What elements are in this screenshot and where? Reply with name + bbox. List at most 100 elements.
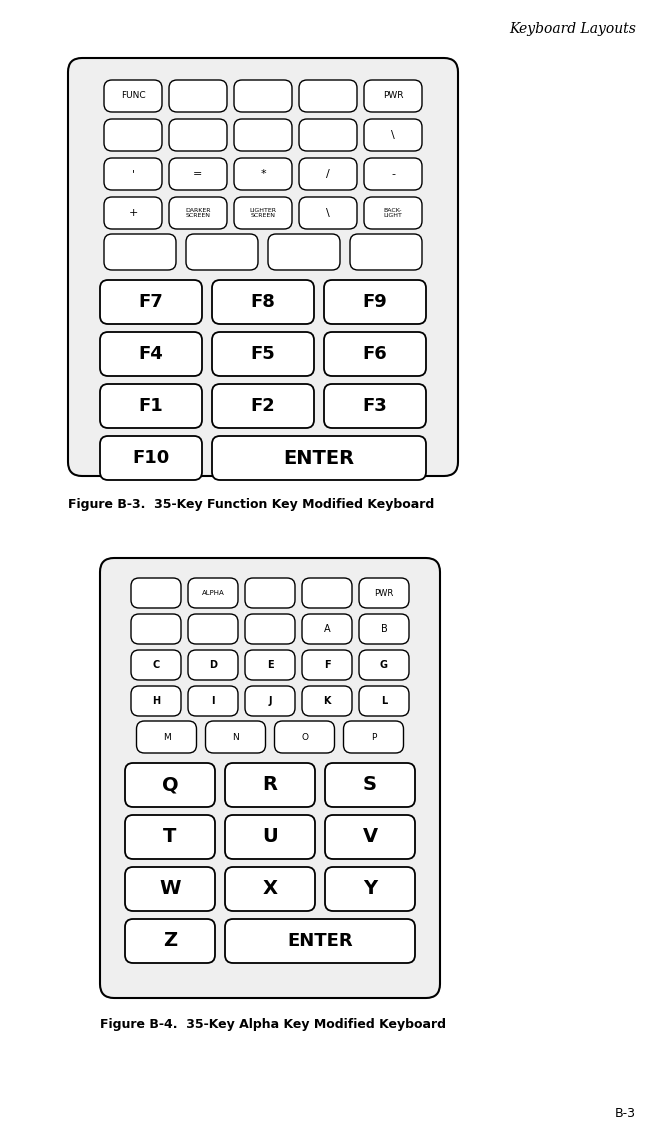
FancyBboxPatch shape xyxy=(343,721,404,753)
FancyBboxPatch shape xyxy=(137,721,196,753)
FancyBboxPatch shape xyxy=(188,650,238,679)
FancyBboxPatch shape xyxy=(205,721,266,753)
FancyBboxPatch shape xyxy=(299,80,357,112)
Text: O: O xyxy=(301,732,308,741)
FancyBboxPatch shape xyxy=(234,198,292,230)
Text: W: W xyxy=(160,879,181,899)
Text: T: T xyxy=(164,828,177,846)
Text: V: V xyxy=(362,828,377,846)
FancyBboxPatch shape xyxy=(302,650,352,679)
FancyBboxPatch shape xyxy=(302,686,352,716)
FancyBboxPatch shape xyxy=(212,280,314,324)
FancyBboxPatch shape xyxy=(268,234,340,270)
Text: Z: Z xyxy=(163,932,177,950)
FancyBboxPatch shape xyxy=(350,234,422,270)
FancyBboxPatch shape xyxy=(186,234,258,270)
Text: Keyboard Layouts: Keyboard Layouts xyxy=(509,22,636,37)
Text: \: \ xyxy=(391,130,395,140)
FancyBboxPatch shape xyxy=(302,614,352,644)
Text: F: F xyxy=(324,660,330,670)
Text: ': ' xyxy=(131,169,135,179)
Text: M: M xyxy=(163,732,171,741)
FancyBboxPatch shape xyxy=(188,686,238,716)
Text: DARKER
SCREEN: DARKER SCREEN xyxy=(185,208,211,218)
FancyBboxPatch shape xyxy=(234,119,292,151)
Text: E: E xyxy=(267,660,273,670)
FancyBboxPatch shape xyxy=(245,578,295,608)
FancyBboxPatch shape xyxy=(104,158,162,190)
FancyBboxPatch shape xyxy=(212,384,314,428)
FancyBboxPatch shape xyxy=(364,158,422,190)
Text: F9: F9 xyxy=(362,293,387,311)
FancyBboxPatch shape xyxy=(100,436,202,480)
FancyBboxPatch shape xyxy=(324,332,426,376)
Text: F1: F1 xyxy=(139,397,164,415)
FancyBboxPatch shape xyxy=(234,158,292,190)
FancyBboxPatch shape xyxy=(169,198,227,230)
FancyBboxPatch shape xyxy=(100,558,440,998)
Text: X: X xyxy=(262,879,277,899)
FancyBboxPatch shape xyxy=(225,815,315,859)
FancyBboxPatch shape xyxy=(364,198,422,230)
FancyBboxPatch shape xyxy=(359,686,409,716)
FancyBboxPatch shape xyxy=(324,384,426,428)
Text: FUNC: FUNC xyxy=(121,91,145,100)
Text: R: R xyxy=(262,775,277,795)
Text: PWR: PWR xyxy=(374,588,394,597)
FancyBboxPatch shape xyxy=(68,58,458,476)
FancyBboxPatch shape xyxy=(131,578,181,608)
Text: A: A xyxy=(324,624,330,634)
FancyBboxPatch shape xyxy=(299,119,357,151)
FancyBboxPatch shape xyxy=(104,234,176,270)
FancyBboxPatch shape xyxy=(104,119,162,151)
Text: LIGHTER
SCREEN: LIGHTER SCREEN xyxy=(249,208,277,218)
Text: =: = xyxy=(194,169,203,179)
FancyBboxPatch shape xyxy=(188,614,238,644)
FancyBboxPatch shape xyxy=(225,763,315,807)
FancyBboxPatch shape xyxy=(325,867,415,911)
Text: S: S xyxy=(363,775,377,795)
FancyBboxPatch shape xyxy=(188,578,238,608)
FancyBboxPatch shape xyxy=(359,614,409,644)
Text: K: K xyxy=(323,695,331,706)
FancyBboxPatch shape xyxy=(131,614,181,644)
FancyBboxPatch shape xyxy=(125,867,215,911)
FancyBboxPatch shape xyxy=(299,158,357,190)
Text: F3: F3 xyxy=(362,397,387,415)
Text: \: \ xyxy=(326,208,330,218)
FancyBboxPatch shape xyxy=(125,815,215,859)
Text: ALPHA: ALPHA xyxy=(201,590,224,596)
Text: Figure B-4.  35-Key Alpha Key Modified Keyboard: Figure B-4. 35-Key Alpha Key Modified Ke… xyxy=(100,1018,446,1031)
Text: B-3: B-3 xyxy=(615,1107,636,1120)
FancyBboxPatch shape xyxy=(104,198,162,230)
Text: PWR: PWR xyxy=(383,91,404,100)
Text: N: N xyxy=(232,732,239,741)
Text: BACK-
LIGHT: BACK- LIGHT xyxy=(383,208,402,218)
Text: F8: F8 xyxy=(250,293,275,311)
Text: Q: Q xyxy=(162,775,179,795)
Text: F10: F10 xyxy=(132,449,169,467)
FancyBboxPatch shape xyxy=(324,280,426,324)
FancyBboxPatch shape xyxy=(169,80,227,112)
FancyBboxPatch shape xyxy=(100,280,202,324)
Text: F6: F6 xyxy=(362,345,387,363)
Text: F4: F4 xyxy=(139,345,164,363)
Text: G: G xyxy=(380,660,388,670)
Text: F2: F2 xyxy=(250,397,275,415)
Text: H: H xyxy=(152,695,160,706)
Text: Y: Y xyxy=(363,879,377,899)
FancyBboxPatch shape xyxy=(212,332,314,376)
Text: B: B xyxy=(381,624,387,634)
FancyBboxPatch shape xyxy=(169,119,227,151)
Text: P: P xyxy=(371,732,376,741)
FancyBboxPatch shape xyxy=(359,650,409,679)
FancyBboxPatch shape xyxy=(325,815,415,859)
Text: ENTER: ENTER xyxy=(283,449,354,467)
Text: I: I xyxy=(211,695,215,706)
FancyBboxPatch shape xyxy=(275,721,334,753)
FancyBboxPatch shape xyxy=(125,763,215,807)
Text: J: J xyxy=(268,695,272,706)
FancyBboxPatch shape xyxy=(245,686,295,716)
FancyBboxPatch shape xyxy=(104,80,162,112)
FancyBboxPatch shape xyxy=(212,436,426,480)
